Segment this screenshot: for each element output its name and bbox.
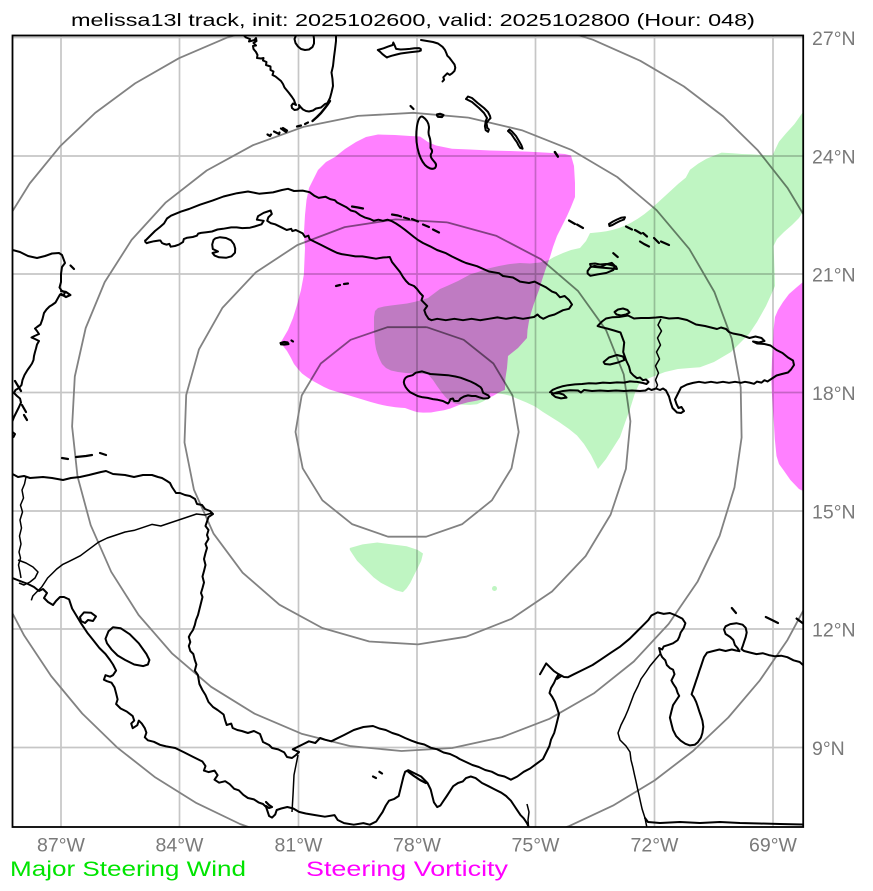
svg-text:27°N: 27°N (812, 28, 856, 50)
svg-text:18°N: 18°N (812, 383, 856, 405)
svg-text:Major Steering Wind: Major Steering Wind (10, 858, 246, 881)
svg-text:78°W: 78°W (393, 835, 441, 857)
svg-text:69°W: 69°W (749, 835, 797, 857)
svg-text:15°N: 15°N (812, 502, 856, 524)
svg-text:21°N: 21°N (812, 265, 856, 287)
svg-text:Steering Vorticity: Steering Vorticity (306, 858, 509, 881)
svg-text:9°N: 9°N (812, 738, 845, 760)
svg-text:12°N: 12°N (812, 620, 856, 642)
svg-text:81°W: 81°W (275, 835, 323, 857)
svg-text:melissa13l track, init: 202510: melissa13l track, init: 2025102600, vali… (71, 10, 755, 30)
svg-text:84°W: 84°W (156, 835, 204, 857)
svg-text:72°W: 72°W (631, 835, 679, 857)
svg-text:24°N: 24°N (812, 147, 856, 169)
svg-text:75°W: 75°W (512, 835, 560, 857)
svg-text:87°W: 87°W (37, 835, 85, 857)
